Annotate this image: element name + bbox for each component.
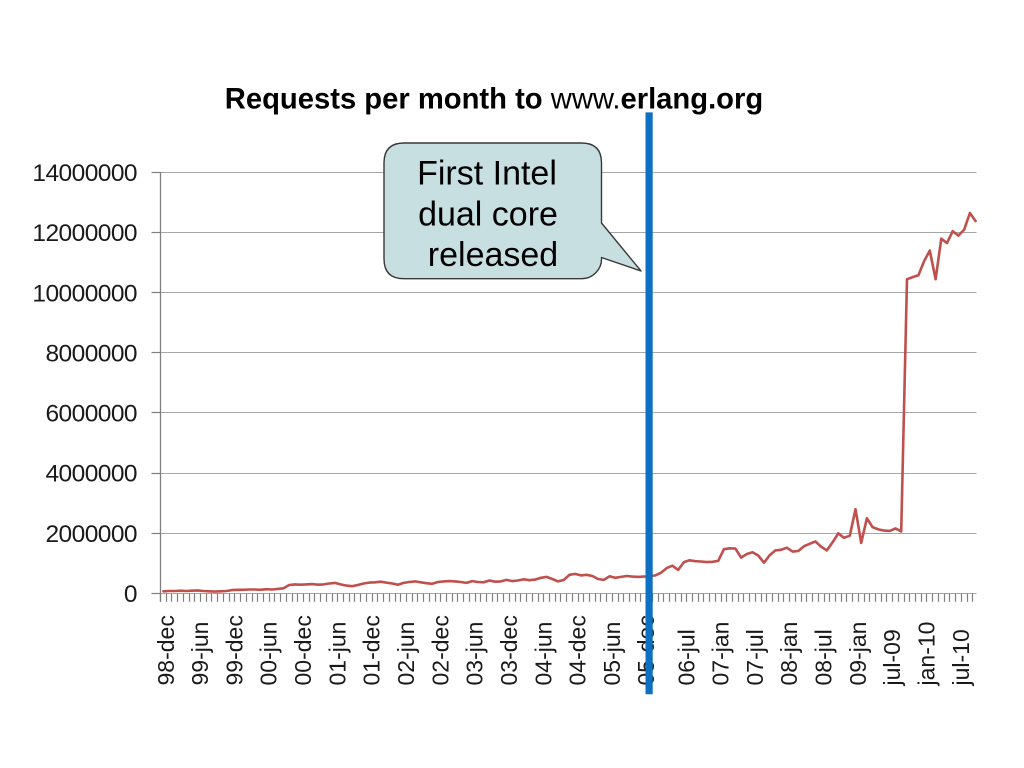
svg-text:First Intel: First Intel: [417, 155, 557, 193]
svg-text:jul-09: jul-09: [879, 629, 905, 686]
svg-text:Requests per month to www.erla: Requests per month to www.erlang.org: [225, 84, 763, 116]
svg-text:01-dec: 01-dec: [359, 615, 385, 685]
svg-text:03-dec: 03-dec: [496, 615, 522, 685]
svg-text:04-jun: 04-jun: [530, 622, 556, 686]
svg-text:99-dec: 99-dec: [221, 615, 247, 685]
svg-text:jan-10: jan-10: [914, 622, 940, 687]
svg-text:99-jun: 99-jun: [187, 622, 213, 686]
svg-text:released: released: [428, 236, 558, 274]
svg-text:10000000: 10000000: [32, 280, 137, 307]
svg-text:05-jun: 05-jun: [599, 622, 625, 686]
svg-text:01-jun: 01-jun: [324, 622, 350, 686]
svg-text:08-jan: 08-jan: [776, 622, 802, 686]
svg-text:98-dec: 98-dec: [153, 615, 179, 685]
svg-text:8000000: 8000000: [45, 340, 137, 367]
svg-text:09-jan: 09-jan: [845, 622, 871, 686]
svg-text:14000000: 14000000: [32, 160, 137, 187]
svg-text:02-dec: 02-dec: [427, 615, 453, 685]
svg-text:00-jun: 00-jun: [256, 622, 282, 686]
svg-text:6000000: 6000000: [45, 401, 137, 428]
svg-text:07-jul: 07-jul: [742, 629, 768, 685]
svg-text:4000000: 4000000: [45, 461, 137, 488]
svg-text:12000000: 12000000: [32, 220, 137, 247]
svg-text:jul-10: jul-10: [948, 629, 974, 686]
svg-text:06-jul: 06-jul: [673, 629, 699, 685]
svg-text:2000000: 2000000: [45, 521, 137, 548]
svg-text:08-jul: 08-jul: [811, 629, 837, 685]
svg-text:04-dec: 04-dec: [565, 615, 591, 685]
svg-text:07-jan: 07-jan: [708, 622, 734, 686]
svg-text:dual core: dual core: [418, 195, 558, 233]
svg-text:0: 0: [124, 581, 137, 608]
svg-text:02-jun: 02-jun: [393, 622, 419, 686]
svg-text:00-dec: 00-dec: [290, 615, 316, 685]
svg-text:03-jun: 03-jun: [462, 622, 488, 686]
